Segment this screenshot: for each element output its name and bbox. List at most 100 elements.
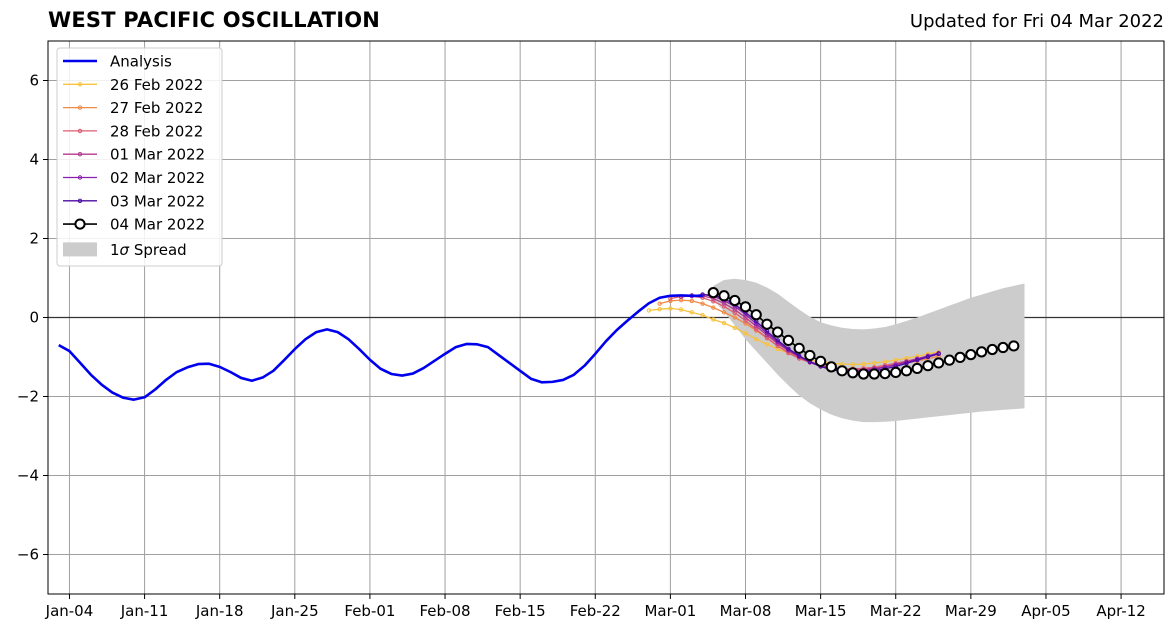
forecast-point bbox=[904, 355, 909, 361]
legend-label: 01 Mar 2022 bbox=[110, 146, 205, 164]
forecast-point bbox=[775, 338, 780, 343]
forecast-point bbox=[975, 346, 988, 358]
forecast-point bbox=[861, 361, 866, 367]
forecast-point bbox=[678, 307, 684, 312]
forecast-point bbox=[764, 342, 770, 347]
x-tick-label: Apr-05 bbox=[1021, 602, 1071, 620]
legend-label: 26 Feb 2022 bbox=[110, 76, 203, 94]
forecast-point bbox=[900, 365, 913, 377]
forecast-point bbox=[786, 346, 791, 351]
forecast-point bbox=[739, 301, 752, 313]
forecast-point bbox=[646, 308, 652, 313]
forecast-point bbox=[754, 337, 759, 342]
forecast-point bbox=[793, 342, 805, 354]
forecast-point bbox=[936, 351, 941, 357]
legend-marker bbox=[77, 198, 83, 204]
x-tick-label: Apr-12 bbox=[1096, 602, 1146, 620]
analysis-line-layer bbox=[58, 294, 703, 401]
forecast-point bbox=[657, 301, 662, 306]
forecast-point bbox=[707, 287, 719, 299]
forecast-lines-layer bbox=[646, 287, 1020, 380]
legend-marker bbox=[77, 152, 83, 157]
forecast-point bbox=[825, 361, 837, 373]
legend-label: 02 Mar 2022 bbox=[110, 169, 205, 187]
forecast-point bbox=[743, 321, 748, 326]
forecast-point bbox=[721, 301, 727, 306]
forecast-point bbox=[721, 320, 727, 326]
forecast-point bbox=[804, 349, 816, 362]
forecast-point bbox=[836, 365, 848, 377]
forecast-point bbox=[721, 310, 727, 315]
analysis-line bbox=[58, 294, 703, 401]
legend-label: 28 Feb 2022 bbox=[110, 122, 203, 140]
x-tick-label: Feb-15 bbox=[495, 602, 546, 620]
forecast-point bbox=[933, 357, 945, 369]
forecast-point bbox=[943, 354, 955, 366]
x-tick-label: Jan-25 bbox=[270, 602, 319, 620]
forecast-point bbox=[911, 362, 923, 375]
forecast-point bbox=[872, 360, 877, 366]
x-tick-label: Jan-11 bbox=[120, 602, 169, 620]
y-tick-label: −6 bbox=[17, 546, 39, 564]
legend-label: 1σ Spread bbox=[110, 241, 187, 259]
forecast-point bbox=[729, 294, 741, 307]
forecast-point bbox=[879, 367, 891, 380]
forecast-point bbox=[718, 290, 730, 302]
forecast-point bbox=[954, 351, 966, 363]
forecast-point bbox=[711, 317, 716, 322]
forecast-point bbox=[657, 307, 662, 312]
forecast-point bbox=[815, 355, 827, 367]
forecast-point bbox=[904, 361, 909, 366]
forecast-point bbox=[782, 334, 795, 347]
forecast-point bbox=[850, 362, 856, 367]
legend: Analysis 26 Feb 2022 27 Feb 2022 28 Feb 202… bbox=[56, 47, 223, 267]
legend-label: 27 Feb 2022 bbox=[110, 99, 203, 117]
forecast-point bbox=[668, 306, 673, 311]
forecast-point bbox=[761, 318, 773, 330]
legend-box bbox=[56, 47, 223, 267]
y-tick-label: 6 bbox=[29, 72, 39, 90]
legend-label: 04 Mar 2022 bbox=[110, 216, 205, 234]
forecast-point bbox=[732, 315, 737, 320]
forecast-point bbox=[997, 341, 1009, 354]
x-tick-label: Mar-01 bbox=[644, 602, 696, 620]
x-tick-label: Jan-18 bbox=[195, 602, 244, 620]
legend-marker bbox=[77, 105, 83, 110]
forecast-point bbox=[750, 309, 762, 321]
forecast-point bbox=[772, 326, 784, 338]
forecast-point bbox=[689, 298, 695, 304]
forecast-point bbox=[732, 325, 737, 330]
forecast-point bbox=[857, 368, 870, 380]
x-tick-label: Mar-15 bbox=[795, 602, 847, 620]
legend-label: 03 Mar 2022 bbox=[110, 192, 205, 210]
spread-band-layer bbox=[713, 278, 1025, 423]
legend-marker bbox=[77, 175, 83, 180]
legend-marker bbox=[77, 128, 83, 134]
forecast-point bbox=[1008, 340, 1020, 352]
forecast-point bbox=[711, 299, 716, 304]
x-tick-label: Feb-08 bbox=[420, 602, 471, 620]
x-tick-label: Mar-22 bbox=[870, 602, 922, 620]
forecast-point bbox=[914, 357, 920, 363]
forecast-point bbox=[847, 367, 859, 379]
forecast-point bbox=[743, 331, 748, 336]
y-tick-label: −4 bbox=[17, 467, 39, 485]
forecast-point bbox=[868, 368, 880, 380]
y-tick-label: 2 bbox=[29, 230, 39, 248]
x-tick-label: Mar-08 bbox=[720, 602, 772, 620]
x-tick-label: Feb-01 bbox=[344, 602, 395, 620]
forecast-point bbox=[700, 312, 705, 318]
forecast-point bbox=[965, 349, 977, 361]
y-tick-label: 0 bbox=[29, 309, 39, 327]
legend-marker bbox=[74, 218, 86, 230]
grid-lines bbox=[48, 41, 1164, 594]
forecast-point bbox=[700, 301, 705, 306]
forecast-point bbox=[986, 343, 998, 356]
forecast-point bbox=[668, 298, 673, 304]
chart-title: WEST PACIFIC OSCILLATION bbox=[48, 8, 381, 32]
x-tick-label: Mar-29 bbox=[945, 602, 997, 620]
forecast-point bbox=[922, 360, 934, 372]
y-tick-label: 4 bbox=[29, 151, 39, 169]
legend-label: Analysis bbox=[110, 53, 172, 71]
